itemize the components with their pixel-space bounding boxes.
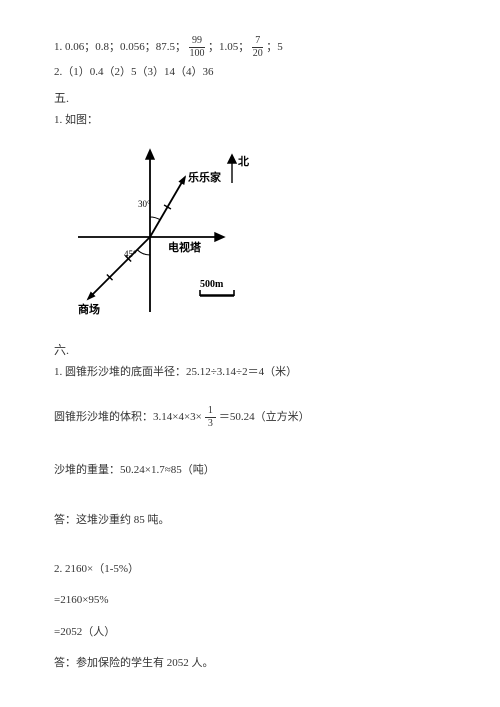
fraction-1-3: 1 3 — [205, 406, 216, 429]
q6-1-weight-text: 沙堆的重量：50.24×1.7≈85（吨） — [54, 463, 215, 478]
q6-2-answer-text: 答：参加保险的学生有 2052 人。 — [54, 656, 214, 671]
svg-text:500m: 500m — [200, 279, 224, 290]
q6-1-radius-text: 1. 圆锥形沙堆的底面半径：25.12÷3.14÷2＝4（米） — [54, 365, 297, 380]
q6-1-vol-a: 圆锥形沙堆的体积：3.14×4×3× — [54, 410, 202, 425]
q6-2-s2-text: =2160×95% — [54, 593, 109, 608]
frac1-num: 99 — [189, 36, 205, 48]
ans1-text-a: 1. 0.06；0.8；0.056；87.5； — [54, 40, 186, 55]
q6-2-answer: 答：参加保险的学生有 2052 人。 — [54, 656, 446, 671]
svg-text:商场: 商场 — [78, 302, 100, 316]
q6-1-answer: 答：这堆沙重约 85 吨。 — [54, 513, 446, 528]
q6-2-s3-text: =2052（人） — [54, 625, 115, 640]
section-5-sub: 1. 如图： — [54, 113, 446, 128]
q6-2-step2: =2160×95% — [54, 593, 446, 608]
compass-diagram: 乐乐家 30° 45° 电视塔商场 北 500m — [60, 137, 446, 332]
answers-line-1: 1. 0.06；0.8；0.056；87.5； 99 100 ；1.05； 7 … — [54, 36, 446, 59]
q6-1-vol-b: ＝50.24（立方米） — [219, 410, 310, 425]
q6-1-answer-text: 答：这堆沙重约 85 吨。 — [54, 513, 170, 528]
answers-line-2: 2.（1）0.4（2）5（3）14（4）36 — [54, 65, 446, 80]
svg-text:北: 北 — [238, 154, 249, 168]
svg-text:乐乐家: 乐乐家 — [188, 170, 222, 184]
svg-text:45°: 45° — [124, 249, 137, 259]
q6-2-step3: =2052（人） — [54, 625, 446, 640]
frac3-den: 3 — [208, 418, 213, 429]
q6-2-step1: 2. 2160×（1-5%） — [54, 562, 446, 577]
compass-diagram-svg: 乐乐家 30° 45° 电视塔商场 北 500m — [60, 137, 260, 327]
fraction-99-100: 99 100 — [189, 36, 205, 59]
svg-text:30°: 30° — [138, 199, 151, 209]
frac1-den: 100 — [190, 48, 205, 59]
q6-1-volume: 圆锥形沙堆的体积：3.14×4×3× 1 3 ＝50.24（立方米） — [54, 406, 446, 429]
q6-2-s1-text: 2. 2160×（1-5%） — [54, 562, 139, 577]
section-5-heading: 五. — [54, 90, 446, 107]
ans1-text-c: ；5 — [266, 40, 283, 55]
fraction-7-20: 7 20 — [252, 36, 263, 59]
section-6-heading: 六. — [54, 342, 446, 359]
ans2-text: 2.（1）0.4（2）5（3）14（4）36 — [54, 65, 214, 80]
q6-1-weight: 沙堆的重量：50.24×1.7≈85（吨） — [54, 463, 446, 478]
frac2-den: 20 — [253, 48, 263, 59]
frac2-num: 7 — [252, 36, 263, 48]
frac3-num: 1 — [205, 406, 216, 418]
ans1-text-b: ；1.05； — [208, 40, 249, 55]
q6-1-radius: 1. 圆锥形沙堆的底面半径：25.12÷3.14÷2＝4（米） — [54, 365, 446, 380]
svg-text:电视塔: 电视塔 — [168, 240, 202, 254]
